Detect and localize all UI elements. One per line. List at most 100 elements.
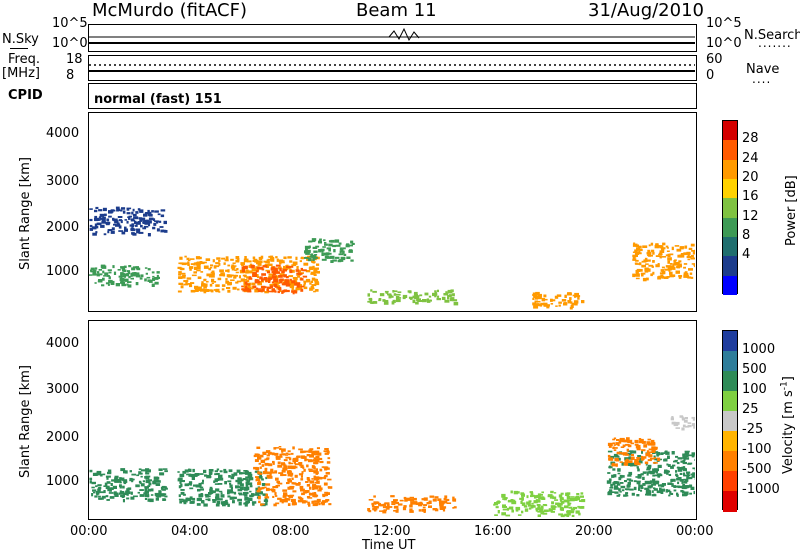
power-cell: [257, 260, 261, 263]
velocity-cell: [608, 489, 613, 492]
velocity-cell: [256, 446, 261, 449]
velocity-cell: [520, 500, 523, 504]
power-ylabel: Slant Range [km]: [18, 157, 33, 270]
velocity-cell: [654, 469, 658, 473]
power-cell: [190, 258, 195, 260]
velocity-colorbar-title-text: Velocity [m s-1]: [780, 376, 797, 474]
velocity-cell: [273, 447, 277, 450]
power-cell: [126, 207, 132, 210]
power-cell: [641, 260, 647, 263]
velocity-cell: [237, 481, 243, 485]
power-cell: [203, 290, 207, 294]
power-cell: [133, 216, 138, 219]
velocity-cell: [399, 499, 404, 502]
power-cell: [569, 306, 573, 310]
power-cell: [312, 246, 318, 249]
velocity-cell: [248, 497, 253, 501]
power-cell: [139, 209, 144, 213]
velocity-cell: [144, 490, 149, 494]
power-cell: [227, 269, 230, 273]
velocity-cell: [312, 484, 317, 488]
velocity-cell: [619, 461, 623, 463]
velocity-cell: [631, 492, 635, 496]
velocity-cell: [613, 449, 617, 451]
power-cell: [370, 289, 373, 292]
power-cell: [326, 256, 331, 259]
velocity-cell: [255, 487, 259, 491]
power-cell: [230, 258, 234, 261]
power-cell: [103, 275, 106, 277]
velocity-cell: [259, 474, 262, 478]
velocity-cell: [289, 494, 295, 497]
velocity-cell: [402, 506, 407, 511]
velocity-cell: [110, 483, 113, 486]
power-cell: [122, 210, 126, 214]
velocity-cell: [305, 481, 309, 483]
power-cell: [184, 255, 187, 258]
power-cell: [233, 274, 237, 278]
power-cell: [328, 243, 333, 247]
velocity-cell: [665, 489, 669, 493]
power-cell: [147, 211, 152, 214]
power-cell: [636, 268, 641, 272]
power-cell: [218, 262, 221, 266]
velocity-cell: [291, 466, 296, 470]
power-cell: [199, 288, 205, 292]
power-cell: [309, 287, 313, 291]
velocity-cell: [138, 471, 142, 475]
power-cell: [105, 282, 110, 285]
power-cell: [309, 256, 314, 258]
power-cell: [140, 217, 146, 221]
power-cell: [433, 293, 438, 295]
velocity-cell: [646, 441, 651, 445]
power-cell: [574, 302, 578, 306]
velocity-cell: [324, 452, 329, 455]
velocity-cell: [265, 483, 271, 486]
velocity-cell: [619, 451, 623, 454]
velocity-cell: [552, 507, 556, 511]
power-cell: [143, 213, 148, 217]
velocity-cell: [93, 491, 96, 494]
velocity-cell: [294, 474, 298, 478]
velocity-cell: [645, 452, 651, 457]
velocity-cell: [580, 506, 585, 509]
power-colorbar-color-cell: [723, 140, 737, 161]
velocity-cell: [638, 487, 641, 491]
velocity-cell: [628, 471, 633, 475]
velocity-cell: [98, 486, 102, 490]
power-cell: [124, 228, 128, 232]
velocity-cell: [618, 476, 622, 481]
power-cell: [89, 208, 93, 210]
velocity-cell: [202, 479, 204, 483]
velocity-cell: [135, 484, 140, 488]
velocity-cell: [646, 471, 651, 473]
velocity-cell: [321, 503, 325, 506]
power-cell: [147, 209, 150, 212]
velocity-cell: [227, 495, 231, 498]
velocity-cell: [511, 509, 514, 513]
velocity-cell: [205, 495, 210, 498]
velocity-cell: [178, 498, 184, 501]
noise-right-tick-top: 10^5: [706, 16, 742, 31]
velocity-cell: [666, 489, 671, 492]
velocity-cell: [387, 506, 393, 508]
power-cell: [121, 275, 126, 278]
velocity-cell: [227, 503, 230, 507]
velocity-cell: [670, 492, 674, 495]
velocity-cell: [325, 466, 329, 470]
power-cell: [283, 265, 286, 268]
velocity-cell: [237, 489, 243, 492]
power-cell: [688, 268, 693, 271]
velocity-cell: [317, 501, 320, 504]
power-cell: [189, 284, 193, 288]
power-cell: [318, 249, 322, 253]
power-cell: [639, 252, 642, 255]
velocity-cell: [670, 479, 673, 483]
power-cell: [543, 304, 549, 307]
power-cell: [243, 279, 248, 281]
velocity-cell: [292, 490, 297, 493]
power-cell: [540, 302, 545, 306]
power-cell: [128, 217, 131, 220]
power-cell: [434, 290, 437, 293]
velocity-cell: [391, 503, 396, 505]
